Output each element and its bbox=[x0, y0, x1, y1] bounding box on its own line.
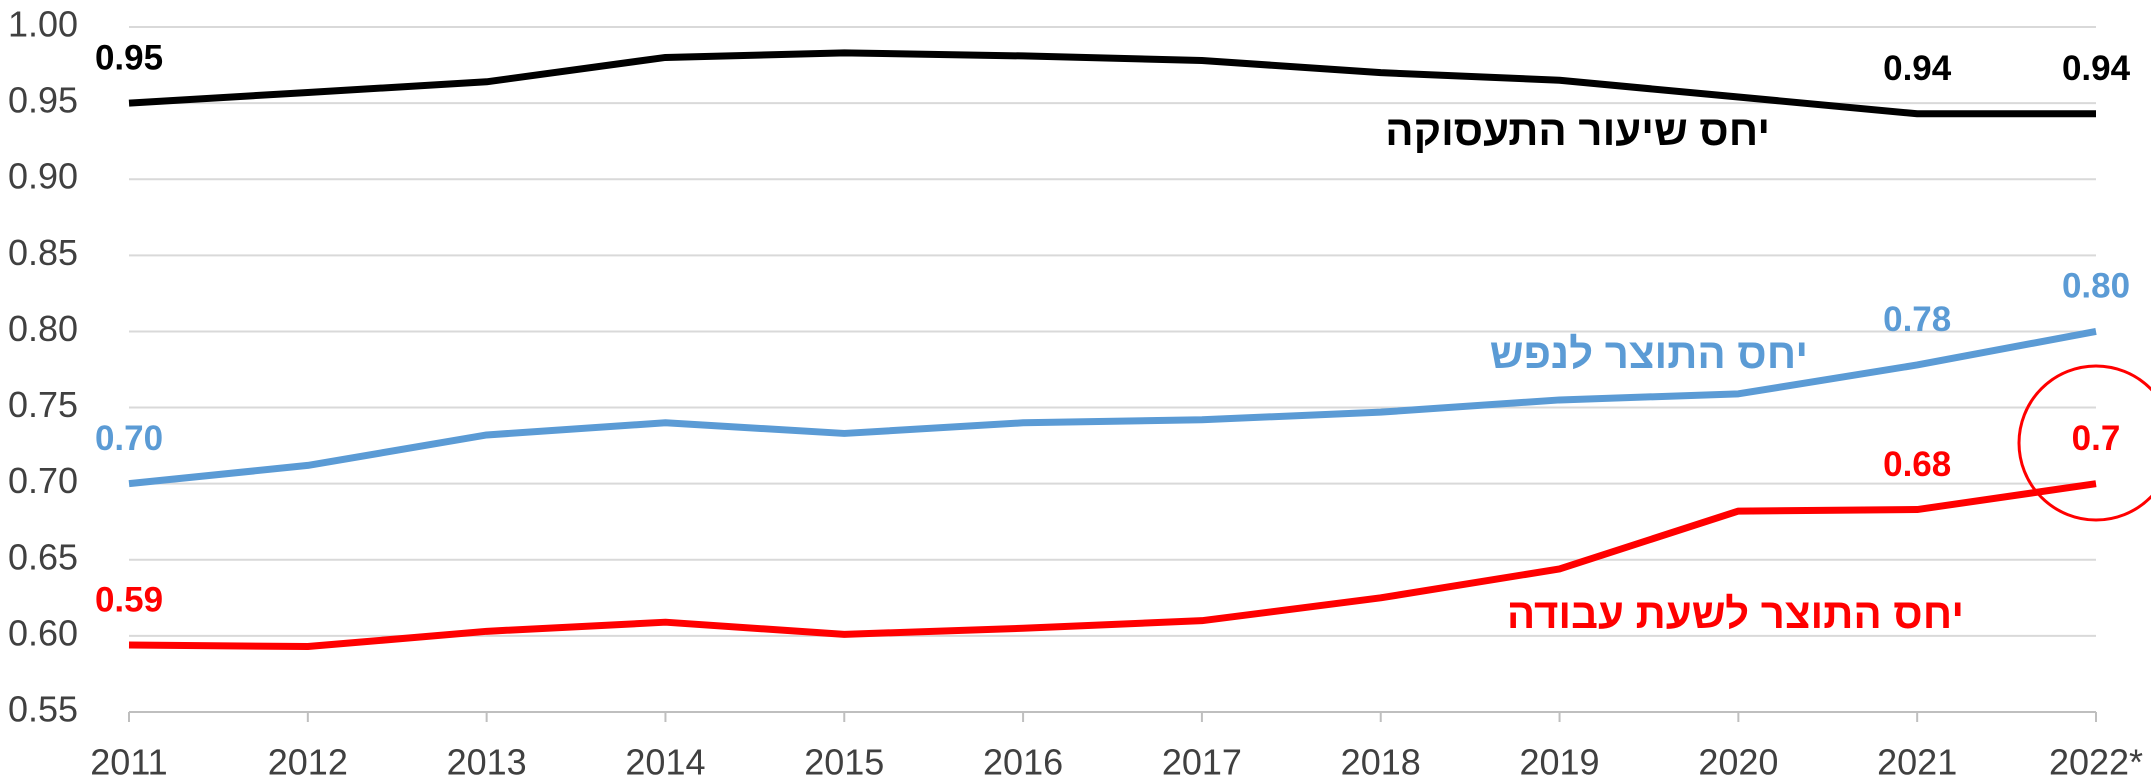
x-tick-label: 2016 bbox=[983, 742, 1063, 781]
y-tick-label: 0.65 bbox=[8, 536, 78, 577]
value-label: 0.94 bbox=[2062, 49, 2131, 88]
series-line bbox=[128, 480, 2097, 651]
y-tick-label: 0.90 bbox=[8, 156, 78, 197]
x-tick-label: 2022* bbox=[2049, 742, 2143, 781]
y-tick-label: 0.80 bbox=[8, 308, 78, 349]
x-tick-label: 2012 bbox=[268, 742, 348, 781]
x-tick-label: 2017 bbox=[1162, 742, 1242, 781]
value-label: 0.78 bbox=[1883, 300, 1951, 339]
y-tick-label: 0.95 bbox=[8, 80, 78, 121]
y-tick-label: 0.85 bbox=[8, 232, 78, 273]
x-tick-label: 2014 bbox=[625, 742, 705, 781]
value-label: 0.80 bbox=[2062, 267, 2130, 306]
y-tick-label: 0.75 bbox=[8, 384, 78, 425]
series-name: יחס שיעור התעסוקה bbox=[1385, 107, 1770, 154]
y-tick-label: 0.60 bbox=[8, 612, 78, 653]
x-tick-label: 2011 bbox=[90, 742, 167, 781]
x-tick-label: 2020 bbox=[1698, 742, 1778, 781]
value-label: 0.70 bbox=[95, 419, 163, 458]
highlight-circle bbox=[2017, 364, 2151, 522]
series-name: יחס התוצר לנפש bbox=[1490, 330, 1808, 377]
x-tick-label: 2013 bbox=[447, 742, 527, 781]
x-tick-label: 2021 bbox=[1877, 742, 1957, 781]
value-label: 0.95 bbox=[95, 38, 163, 77]
series-line bbox=[128, 49, 2096, 118]
y-tick-label: 1.00 bbox=[8, 4, 78, 45]
value-label: 0.94 bbox=[1883, 49, 1952, 88]
series-name: יחס התוצר לשעת עבודה bbox=[1507, 590, 1964, 637]
x-tick-label: 2018 bbox=[1341, 742, 1421, 781]
y-tick-label: 0.55 bbox=[8, 689, 78, 730]
y-tick-label: 0.70 bbox=[8, 460, 78, 501]
value-label: 0.7 bbox=[2072, 419, 2121, 458]
value-label: 0.68 bbox=[1883, 445, 1951, 484]
value-label: 0.59 bbox=[95, 580, 163, 619]
series-line bbox=[128, 328, 2097, 488]
x-tick-label: 2019 bbox=[1519, 742, 1599, 781]
x-tick-label: 2015 bbox=[804, 742, 884, 781]
